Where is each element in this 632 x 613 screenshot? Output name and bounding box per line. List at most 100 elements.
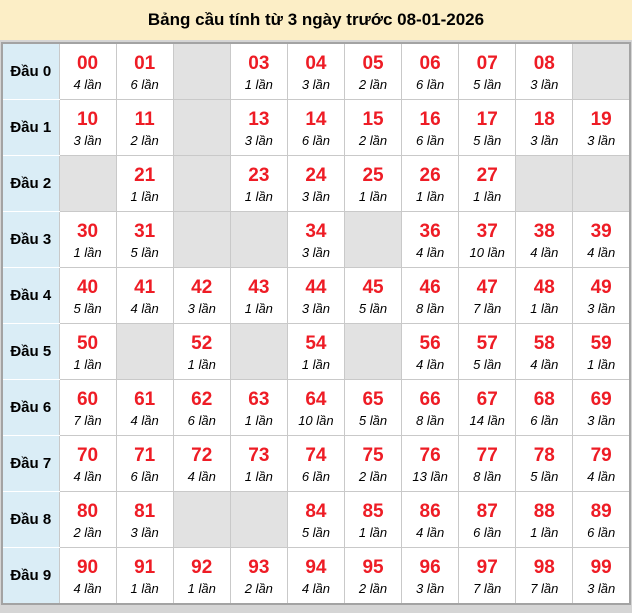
pair-number: 14 bbox=[305, 109, 327, 131]
number-cell: 38 4 lần bbox=[515, 211, 574, 268]
times-count: 2 lần bbox=[244, 581, 273, 597]
times-count: 2 lần bbox=[358, 77, 388, 93]
times-count: 7 lần bbox=[473, 301, 502, 317]
times-count: 3 lần bbox=[301, 301, 331, 317]
pair-number: 56 bbox=[419, 333, 441, 355]
pair-number: 75 bbox=[362, 445, 384, 467]
row-header-label: Đầu 2 bbox=[1, 155, 60, 212]
number-cell: 34 3 lần bbox=[286, 211, 345, 268]
empty-cell bbox=[229, 491, 288, 548]
number-cell: 90 4 lần bbox=[58, 547, 117, 605]
times-count: 3 lần bbox=[244, 133, 273, 149]
number-cell: 57 5 lần bbox=[458, 323, 517, 380]
number-cell: 31 5 lần bbox=[115, 211, 174, 268]
times-count: 3 lần bbox=[530, 77, 559, 93]
times-count: 1 lần bbox=[358, 525, 388, 541]
pair-number: 68 bbox=[533, 389, 555, 411]
times-count: 4 lần bbox=[301, 581, 331, 597]
times-count: 5 lần bbox=[358, 413, 388, 429]
times-count: 6 lần bbox=[587, 525, 616, 541]
times-count: 8 lần bbox=[473, 469, 502, 485]
number-cell: 79 4 lần bbox=[572, 435, 631, 492]
pair-number: 46 bbox=[419, 277, 441, 299]
number-cell: 04 3 lần bbox=[286, 42, 345, 100]
number-cell: 49 3 lần bbox=[572, 267, 631, 324]
times-count: 6 lần bbox=[187, 413, 216, 429]
number-cell: 62 6 lần bbox=[172, 379, 231, 436]
pair-number: 58 bbox=[533, 333, 555, 355]
row-header-label: Đầu 6 bbox=[1, 379, 60, 436]
pair-number: 60 bbox=[76, 389, 99, 411]
number-cell: 07 5 lần bbox=[458, 42, 517, 100]
pair-number: 10 bbox=[76, 109, 99, 131]
table-row: Đầu 7 70 4 lần 71 6 lần 72 4 lần 73 1 lần 74 6 lần… bbox=[1, 435, 631, 492]
number-cell: 77 8 lần bbox=[458, 435, 517, 492]
pair-number: 88 bbox=[533, 501, 555, 523]
times-count: 8 lần bbox=[416, 301, 445, 317]
times-count: 6 lần bbox=[301, 133, 331, 149]
row-header-label: Đầu 8 bbox=[1, 491, 60, 548]
number-cell: 95 2 lần bbox=[343, 547, 403, 605]
times-count: 4 lần bbox=[587, 469, 616, 485]
times-count: 8 lần bbox=[416, 413, 445, 429]
pair-number: 00 bbox=[76, 53, 99, 75]
table-row: Đầu 8 80 2 lần 81 3 lần 84 5 lần 85 1 lần 86 4 lần… bbox=[1, 491, 631, 548]
number-cell: 46 8 lần bbox=[401, 267, 460, 324]
times-count: 1 lần bbox=[244, 413, 273, 429]
row-header-label: Đầu 1 bbox=[1, 99, 60, 156]
table-row: Đầu 9 90 4 lần 91 1 lần 92 1 lần 93 2 lần 94 4 lần… bbox=[1, 547, 631, 605]
number-cell: 91 1 lần bbox=[115, 547, 174, 605]
table-row: Đầu 5 50 1 lần 52 1 lần 54 1 lần 56 4 lần 57 5 lần… bbox=[1, 323, 631, 380]
pair-number: 23 bbox=[248, 165, 270, 187]
number-cell: 50 1 lần bbox=[58, 323, 117, 380]
pair-number: 59 bbox=[590, 333, 612, 355]
number-cell: 42 3 lần bbox=[172, 267, 231, 324]
times-count: 6 lần bbox=[530, 413, 559, 429]
pair-number: 52 bbox=[191, 333, 213, 355]
pair-number: 31 bbox=[134, 221, 156, 243]
pair-number: 07 bbox=[476, 53, 498, 75]
times-count: 1 lần bbox=[416, 189, 445, 205]
number-cell: 26 1 lần bbox=[401, 155, 460, 212]
pair-number: 01 bbox=[134, 53, 156, 75]
times-count: 1 lần bbox=[187, 357, 216, 373]
pair-number: 17 bbox=[476, 109, 498, 131]
row-header-label: Đầu 9 bbox=[1, 547, 60, 605]
number-cell: 16 6 lần bbox=[401, 99, 460, 156]
pair-number: 93 bbox=[248, 557, 270, 579]
table-row: Đầu 4 40 5 lần 41 4 lần 42 3 lần 43 1 lần 44 3 lần… bbox=[1, 267, 631, 324]
number-cell: 61 4 lần bbox=[115, 379, 174, 436]
empty-cell bbox=[515, 155, 574, 212]
bridge-stats-table: Đầu 0 00 4 lần 01 6 lần 03 1 lần 04 3 lần 05 2 lần… bbox=[1, 42, 631, 605]
pair-number: 16 bbox=[419, 109, 441, 131]
pair-number: 48 bbox=[533, 277, 555, 299]
pair-number: 38 bbox=[533, 221, 555, 243]
times-count: 1 lần bbox=[187, 581, 216, 597]
number-cell: 10 3 lần bbox=[58, 99, 117, 156]
times-count: 5 lần bbox=[473, 357, 502, 373]
number-cell: 23 1 lần bbox=[229, 155, 288, 212]
times-count: 1 lần bbox=[530, 525, 559, 541]
pair-number: 11 bbox=[134, 109, 155, 131]
pair-number: 27 bbox=[476, 165, 498, 187]
pair-number: 05 bbox=[362, 53, 384, 75]
pair-number: 21 bbox=[134, 165, 156, 187]
pair-number: 15 bbox=[362, 109, 384, 131]
times-count: 7 lần bbox=[530, 581, 559, 597]
number-cell: 70 4 lần bbox=[58, 435, 117, 492]
pair-number: 84 bbox=[305, 501, 327, 523]
times-count: 3 lần bbox=[301, 189, 331, 205]
pair-number: 90 bbox=[76, 557, 99, 579]
times-count: 1 lần bbox=[587, 357, 616, 373]
number-cell: 68 6 lần bbox=[515, 379, 574, 436]
pair-number: 98 bbox=[533, 557, 555, 579]
times-count: 7 lần bbox=[73, 413, 102, 429]
times-count: 3 lần bbox=[130, 525, 159, 541]
times-count: 5 lần bbox=[473, 77, 502, 93]
number-cell: 47 7 lần bbox=[458, 267, 517, 324]
pair-number: 03 bbox=[248, 53, 270, 75]
number-cell: 98 7 lần bbox=[515, 547, 574, 605]
empty-cell bbox=[572, 42, 631, 100]
number-cell: 66 8 lần bbox=[401, 379, 460, 436]
table-row: Đầu 1 10 3 lần 11 2 lần 13 3 lần 14 6 lần 15 2 lần… bbox=[1, 99, 631, 156]
